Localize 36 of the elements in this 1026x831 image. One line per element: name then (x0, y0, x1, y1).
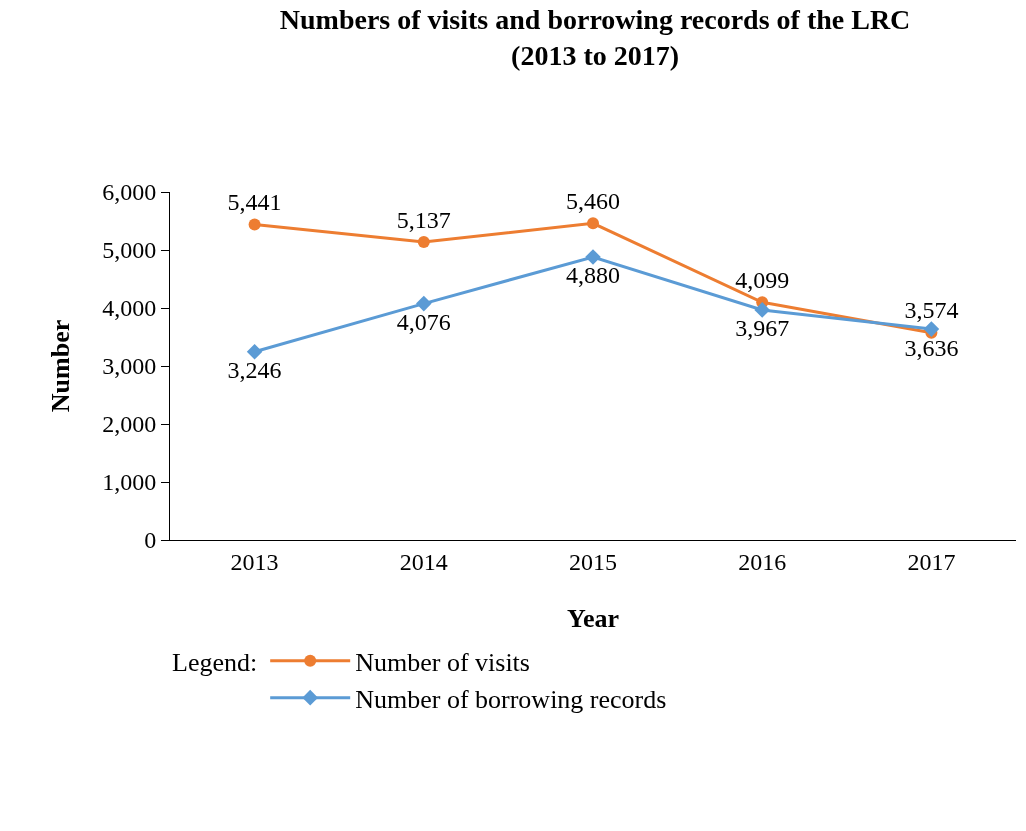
chart-title: Numbers of visits and borrowing records of the LRC (2013 to 2017) (279, 4, 911, 72)
x-tick-label: 2013 (230, 548, 279, 575)
legend-label: Number of borrowing records (355, 684, 667, 714)
y-tick-label: 6,000 (102, 179, 157, 206)
data-label: 4,880 (566, 262, 620, 289)
y-tick-label: 5,000 (102, 237, 157, 264)
legend-title: Legend: (172, 648, 258, 678)
y-tick-label: 1,000 (102, 469, 157, 496)
x-tick-label: 2017 (907, 548, 956, 575)
y-tick-label: 0 (144, 527, 157, 554)
data-label: 5,441 (227, 188, 282, 215)
point (417, 236, 430, 249)
data-label: 3,636 (904, 334, 959, 361)
x-tick-label: 2014 (399, 548, 448, 575)
x-axis-title: Year (567, 604, 619, 634)
point (416, 295, 432, 312)
data-label: 5,460 (566, 187, 620, 214)
data-label: 4,099 (735, 266, 790, 293)
data-label: 3,246 (227, 357, 282, 384)
y-tick-label: 3,000 (102, 353, 157, 380)
y-axis-title: Number (45, 319, 75, 413)
point (587, 217, 599, 230)
legend-label: Number of visits (355, 647, 530, 677)
point (248, 218, 261, 231)
data-label: 4,076 (396, 309, 451, 336)
x-tick-label: 2016 (738, 548, 787, 575)
y-tick-label: 4,000 (102, 295, 157, 322)
point (246, 343, 263, 360)
x-tick-label: 2015 (569, 548, 617, 575)
point (754, 302, 770, 318)
point (923, 321, 940, 337)
data-label: 5,137 (396, 206, 451, 233)
point (585, 249, 601, 265)
data-label: 3,574 (904, 297, 959, 324)
y-tick-label: 2,000 (102, 411, 157, 438)
data-label: 3,967 (735, 315, 790, 342)
